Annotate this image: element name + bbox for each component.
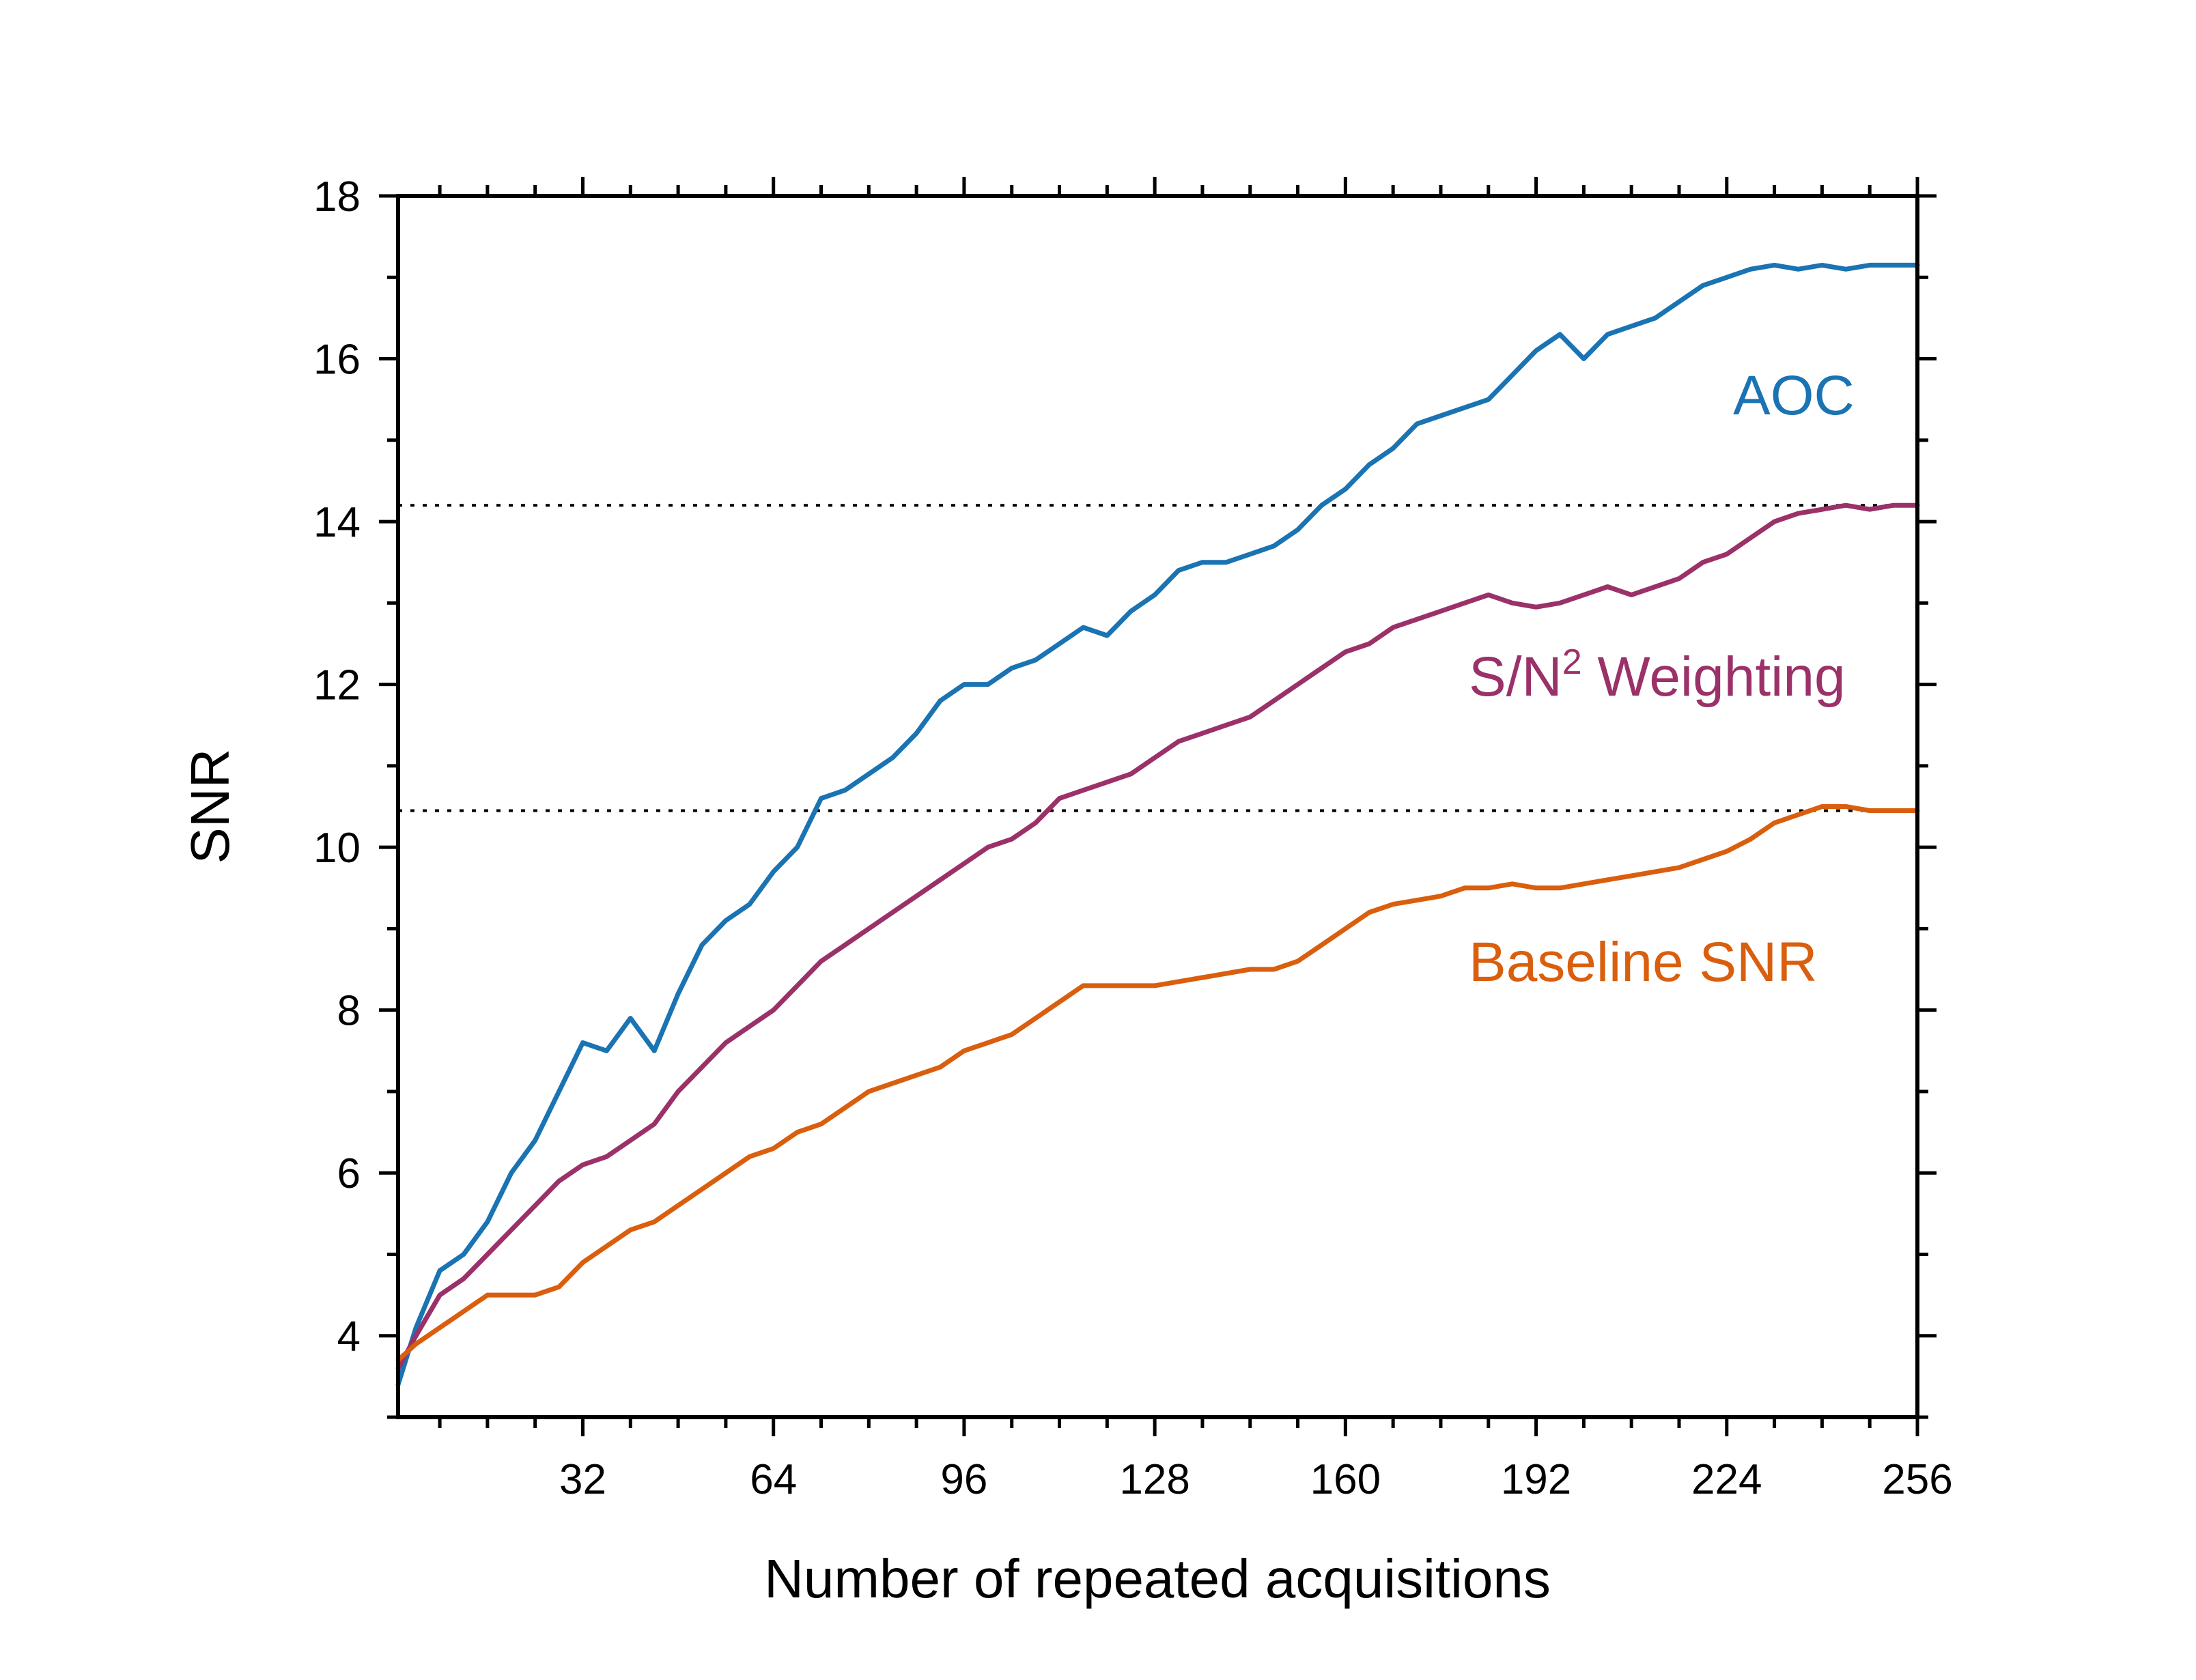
series-label-weighting-suffix: Weighting [1582,646,1846,708]
x-tick-labels: 32 64 96 128 160 192 224 256 [559,1456,1953,1503]
x-tick-label: 256 [1882,1456,1952,1503]
x-tick-label: 160 [1310,1456,1381,1503]
y-tick-labels: 4 6 8 10 12 14 16 18 [313,173,361,1361]
x-axis-title: Number of repeated acquisitions [764,1548,1551,1609]
series-label-baseline: Baseline SNR [1469,931,1817,993]
series-line-1 [395,262,1920,1387]
plot-frame [396,194,1919,1419]
x-tick-label: 32 [559,1456,606,1503]
y-tick-label: 8 [337,988,361,1035]
axis-ticks [379,177,1937,1436]
y-axis-title: SNR [180,749,240,864]
series-label-weighting-superscript: 2 [1562,642,1582,682]
y-tick-label: 12 [313,662,361,709]
series-lines [395,262,1920,1387]
y-tick-label: 4 [337,1313,361,1361]
series-label-weighting: S/N2 Weighting [1469,642,1846,708]
series-label-aoc: AOC [1733,365,1855,427]
y-tick-label: 18 [313,173,361,220]
y-tick-label: 6 [337,1150,361,1197]
series-line-3 [395,804,1920,1363]
y-tick-label: 14 [313,499,361,546]
y-tick-label: 16 [313,337,361,384]
x-tick-label: 64 [750,1456,797,1503]
series-label-weighting-main: S/N [1469,646,1562,708]
y-tick-label: 10 [313,825,361,872]
x-tick-label: 128 [1119,1456,1190,1503]
x-tick-label: 224 [1691,1456,1762,1503]
x-tick-label: 96 [940,1456,987,1503]
x-tick-label: 192 [1501,1456,1571,1503]
reference-lines [398,504,1917,812]
series-line-2 [395,502,1920,1371]
